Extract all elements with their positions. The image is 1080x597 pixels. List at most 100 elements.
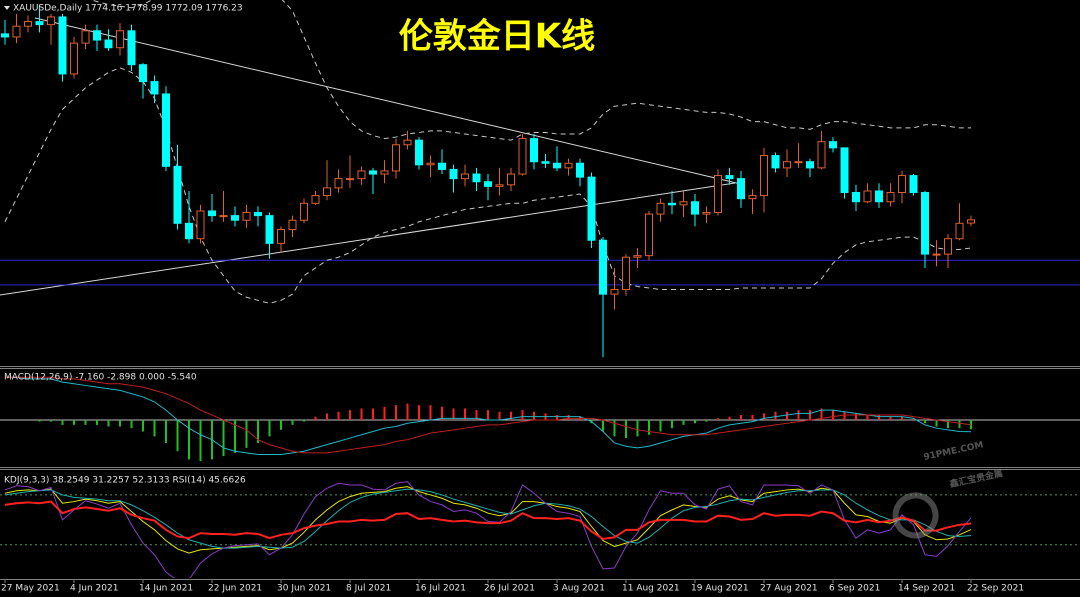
histogram-bar [61, 419, 64, 425]
histogram-bar [130, 419, 133, 429]
candle-body [24, 21, 32, 27]
macd-header: MACD(12,26,9) -7.160 -2.898 0.000 -5.540 [4, 373, 197, 383]
histogram-bar [705, 419, 708, 422]
histogram-bar [188, 419, 190, 460]
candle-body [932, 253, 941, 256]
candle-body [794, 161, 803, 164]
histogram-bar [406, 403, 409, 420]
panel [0, 376, 1080, 462]
histogram-bar [257, 419, 259, 443]
histogram-bar [510, 411, 512, 420]
candle-body [507, 173, 515, 186]
histogram-bar [763, 413, 765, 420]
candle-body [495, 184, 504, 187]
panel [0, 481, 1080, 578]
candle-body [357, 170, 366, 180]
candle-body [139, 64, 147, 83]
candle-body [104, 39, 113, 49]
histogram-bar [901, 416, 903, 420]
histogram-bar [395, 405, 397, 420]
candle-body [162, 93, 170, 167]
indicator-line [89, 0, 971, 141]
x-tick-label: 16 Jul 2021 [415, 584, 466, 594]
candle-body [944, 238, 952, 255]
candle-body [116, 30, 124, 49]
histogram-bar [820, 408, 823, 420]
panel-borders [0, 366, 1080, 580]
candle-body [633, 255, 642, 258]
histogram-bar [567, 415, 570, 420]
histogram-bar [728, 416, 731, 420]
histogram-bar [648, 419, 650, 435]
histogram-bar [740, 415, 742, 420]
candle-body [760, 155, 768, 197]
histogram-bar [418, 405, 420, 420]
candle-body [599, 239, 607, 295]
histogram-bar [682, 419, 685, 425]
menu-icon [4, 6, 10, 10]
candle-body [311, 195, 320, 204]
panel [0, 0, 1080, 358]
candle-body [472, 173, 481, 183]
x-tick-label: 3 Aug 2021 [553, 584, 605, 594]
indicator-line [5, 376, 972, 454]
candle-body [691, 201, 699, 215]
histogram-bar [153, 419, 156, 437]
candle-body [426, 162, 435, 166]
histogram-bar [498, 411, 501, 420]
histogram-bar [797, 410, 800, 420]
histogram-bar [38, 419, 41, 422]
histogram-bar [659, 419, 662, 432]
histogram-bar [613, 419, 616, 437]
x-tick-label: 11 Aug 2021 [622, 584, 680, 594]
x-tick-label: 30 Jun 2021 [277, 584, 331, 594]
candle-body [725, 175, 734, 180]
candle-body [277, 228, 285, 244]
watermark: 91PME.COM 鑫汇宝贵金属 [892, 440, 1004, 539]
histogram-bar [245, 419, 248, 448]
histogram-bar [349, 410, 351, 420]
x-tick-label: 27 Aug 2021 [760, 584, 818, 594]
candle-body [300, 202, 308, 221]
histogram-bar [889, 416, 892, 420]
candle-body [748, 195, 757, 200]
x-tick-label: 14 Jun 2021 [139, 584, 193, 594]
candle-body [254, 212, 262, 217]
x-tick-label: 19 Aug 2021 [691, 584, 749, 594]
histogram-bar [832, 410, 834, 420]
histogram-bar [751, 415, 754, 420]
histogram-bar [556, 415, 558, 420]
indicator-line [4, 67, 972, 304]
candle-body [886, 192, 895, 203]
histogram-bar [878, 415, 880, 420]
histogram-bar [199, 419, 202, 462]
histogram-bar [291, 419, 294, 425]
histogram-bar [119, 419, 121, 427]
histogram-bar [774, 411, 777, 420]
candle-body [196, 210, 205, 240]
histogram-bar [165, 419, 167, 443]
candle-body [93, 30, 101, 41]
histogram-bar [452, 408, 455, 420]
x-tick-label: 8 Jul 2021 [346, 584, 391, 594]
histogram-bar [441, 406, 443, 420]
candle-body [484, 181, 492, 187]
x-tick-label: 4 Jun 2021 [70, 584, 118, 594]
indicator-line [4, 481, 972, 578]
candle-body [852, 192, 860, 203]
histogram-bar [73, 419, 75, 425]
histogram-bar [50, 419, 52, 422]
x-tick-label: 27 May 2021 [1, 584, 60, 594]
candle-body [553, 162, 561, 169]
histogram-bar [533, 411, 535, 420]
candle-body [541, 161, 550, 164]
histogram-bar [372, 408, 374, 420]
watermark-brand: 91PME.COM [923, 440, 985, 462]
x-tick-label: 26 Jul 2021 [484, 584, 535, 594]
candle-body [185, 222, 193, 240]
trendline [0, 182, 736, 296]
candle-body [967, 219, 975, 224]
candle-body [219, 215, 228, 218]
